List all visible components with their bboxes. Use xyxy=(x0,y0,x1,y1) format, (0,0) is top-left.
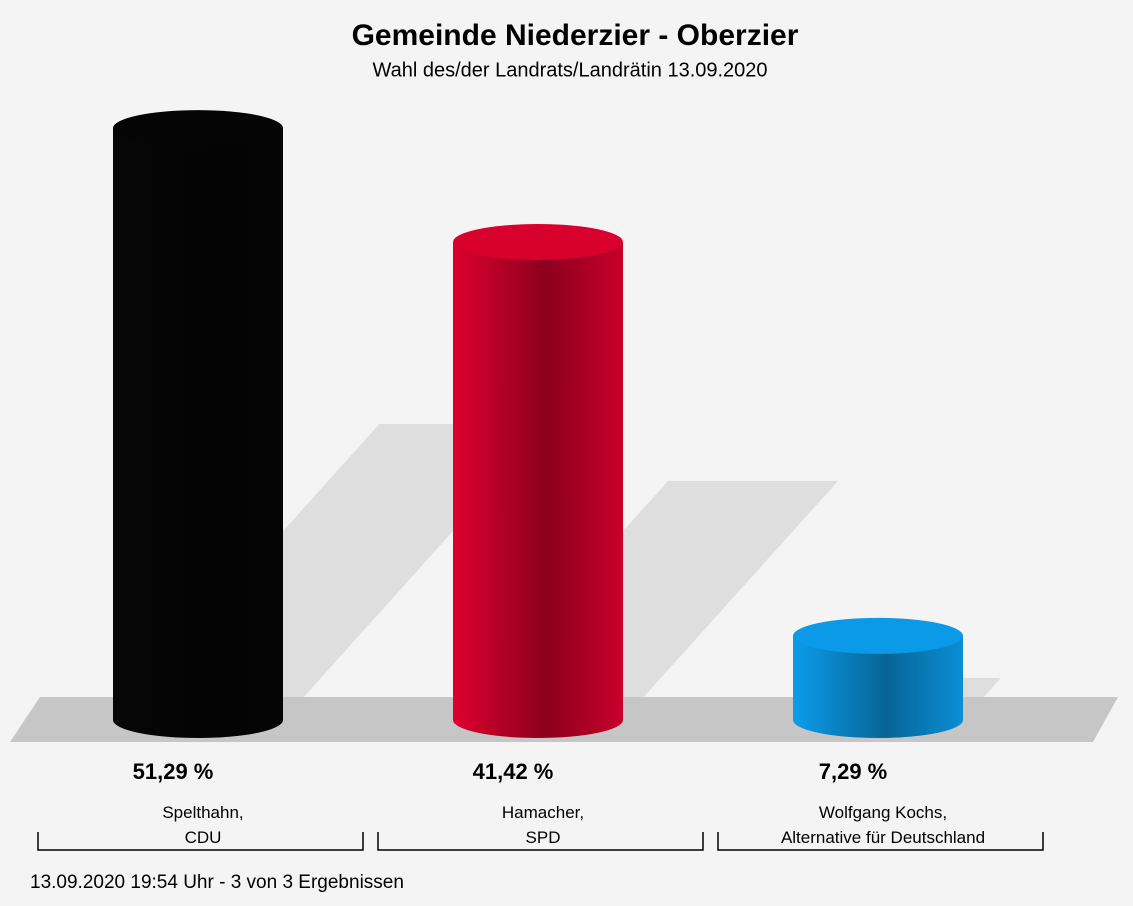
bar-top xyxy=(453,224,623,261)
bar xyxy=(113,110,283,738)
category-bracket xyxy=(717,832,1044,851)
footer: 13.09.2020 19:54 Uhr - 3 von 3 Ergebniss… xyxy=(30,872,404,893)
bar xyxy=(793,617,963,738)
bar-top xyxy=(113,110,283,147)
bar xyxy=(453,224,623,738)
bar-body xyxy=(453,242,623,721)
value-label: 41,42 % xyxy=(473,759,554,784)
bar-top xyxy=(793,617,963,654)
x-tick-label: Hamacher, SPD xyxy=(501,803,585,847)
x-tick-label: Wolfgang Kochs, Alternative für Deutschl… xyxy=(780,803,986,847)
value-label: 51,29 % xyxy=(133,759,214,784)
chart-title: Gemeinde Niederzier - Oberzier xyxy=(352,19,799,52)
chart-subtitle: Wahl des/der Landrats/Landrätin 13.09.20… xyxy=(372,59,767,81)
x-tick-label: Spelthahn, CDU xyxy=(162,803,244,847)
value-label: 7,29 % xyxy=(819,759,888,784)
category-bracket xyxy=(37,832,364,851)
category-bracket xyxy=(377,832,704,851)
bar-body xyxy=(113,128,283,720)
